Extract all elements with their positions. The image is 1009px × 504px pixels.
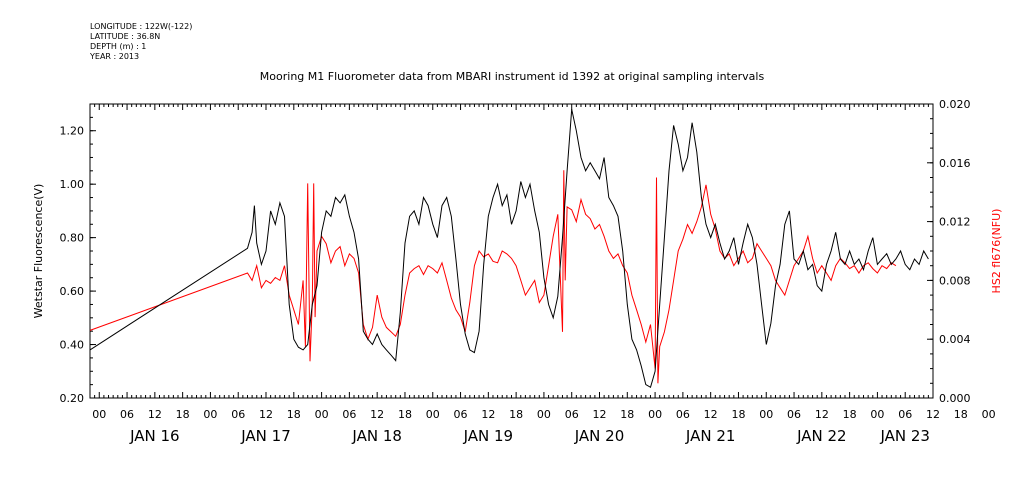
right-axis: 0.000 0.004 0.008 0.012 0.016 0.020 bbox=[927, 98, 971, 405]
x-hour-label: 06 bbox=[898, 408, 912, 421]
x-hour-label: 06 bbox=[565, 408, 579, 421]
x-hour-label: 12 bbox=[370, 408, 384, 421]
y2-tick-label: 0.008 bbox=[939, 274, 971, 287]
x-hour-label: 12 bbox=[148, 408, 162, 421]
x-hour-label: 12 bbox=[593, 408, 607, 421]
series-lines bbox=[89, 109, 929, 389]
x-hour-label: 06 bbox=[454, 408, 468, 421]
plot-frame bbox=[89, 103, 934, 399]
x-hour-label: 18 bbox=[731, 408, 745, 421]
x-day-label: JAN 18 bbox=[351, 427, 402, 445]
y-tick-label: 0.60 bbox=[60, 285, 85, 298]
x-hour-label: 18 bbox=[398, 408, 412, 421]
y-tick-label: 1.00 bbox=[60, 178, 85, 191]
x-axis: 00 06 12 18 00 06 12 18 00 06 12 18 00 06 12 18 00 06 12 18… bbox=[92, 408, 996, 445]
y-tick-label: 0.40 bbox=[60, 339, 85, 352]
x-day-label: JAN 20 bbox=[574, 427, 625, 445]
x-hour-label: 00 bbox=[203, 408, 217, 421]
x-hour-label: 18 bbox=[843, 408, 857, 421]
x-day-label: JAN 16 bbox=[129, 427, 180, 445]
x-hour-label: 12 bbox=[815, 408, 829, 421]
x-hour-label: 00 bbox=[648, 408, 662, 421]
x-hour-label: 06 bbox=[676, 408, 690, 421]
latitude-label: LATITUDE : 36.8N bbox=[90, 32, 161, 41]
x-hour-label: 12 bbox=[926, 408, 940, 421]
year-label: YEAR : 2013 bbox=[90, 52, 140, 61]
x-day-label: JAN 23 bbox=[879, 427, 930, 445]
x-hour-label: 12 bbox=[704, 408, 718, 421]
y-tick-label: 1.20 bbox=[60, 125, 85, 138]
longitude-label: LONGITUDE : 122W(-122) bbox=[90, 22, 193, 31]
x-hour-label: 00 bbox=[92, 408, 106, 421]
x-hour-label: 12 bbox=[259, 408, 273, 421]
x-hour-label: 18 bbox=[509, 408, 523, 421]
x-hour-label: 00 bbox=[426, 408, 440, 421]
y2-axis-label: HS2 fl676(NFU) bbox=[990, 209, 1003, 294]
y2-tick-label: 0.012 bbox=[939, 216, 971, 229]
x-hour-label: 06 bbox=[787, 408, 801, 421]
x-hour-label: 18 bbox=[620, 408, 634, 421]
axis-ticks bbox=[89, 104, 934, 398]
x-hour-label: 00 bbox=[537, 408, 551, 421]
left-axis: 0.20 0.40 0.60 0.80 1.00 1.20 bbox=[60, 116, 96, 405]
x-hour-label: 18 bbox=[954, 408, 968, 421]
depth-label: DEPTH (m) : 1 bbox=[90, 42, 147, 51]
wetstar-series-line bbox=[89, 109, 929, 389]
x-hour-label: 00 bbox=[759, 408, 773, 421]
y-axis-label: Wetstar Fluorescence(V) bbox=[32, 184, 45, 319]
x-hour-label: 00 bbox=[315, 408, 329, 421]
x-day-label: JAN 17 bbox=[240, 427, 291, 445]
x-hour-label: 06 bbox=[120, 408, 134, 421]
y2-tick-label: 0.020 bbox=[939, 98, 971, 111]
x-hour-label: 00 bbox=[870, 408, 884, 421]
hs2-series-line bbox=[89, 170, 897, 384]
y-tick-label: 0.20 bbox=[60, 392, 85, 405]
x-day-label: JAN 22 bbox=[796, 427, 847, 445]
y2-tick-label: 0.016 bbox=[939, 157, 971, 170]
x-hour-label: 12 bbox=[481, 408, 495, 421]
y2-tick-label: 0.000 bbox=[939, 392, 971, 405]
x-day-label: JAN 19 bbox=[463, 427, 514, 445]
x-hour-label: 18 bbox=[287, 408, 301, 421]
chart-title: Mooring M1 Fluorometer data from MBARI i… bbox=[260, 70, 765, 83]
x-hour-label: 00 bbox=[982, 408, 996, 421]
y-tick-label: 0.80 bbox=[60, 232, 85, 245]
x-hour-label: 06 bbox=[231, 408, 245, 421]
x-day-label: JAN 21 bbox=[685, 427, 736, 445]
x-hour-label: 06 bbox=[342, 408, 356, 421]
metadata-block: LONGITUDE : 122W(-122) LATITUDE : 36.8N … bbox=[90, 22, 192, 62]
y2-tick-label: 0.004 bbox=[939, 333, 971, 346]
x-hour-label: 18 bbox=[176, 408, 190, 421]
